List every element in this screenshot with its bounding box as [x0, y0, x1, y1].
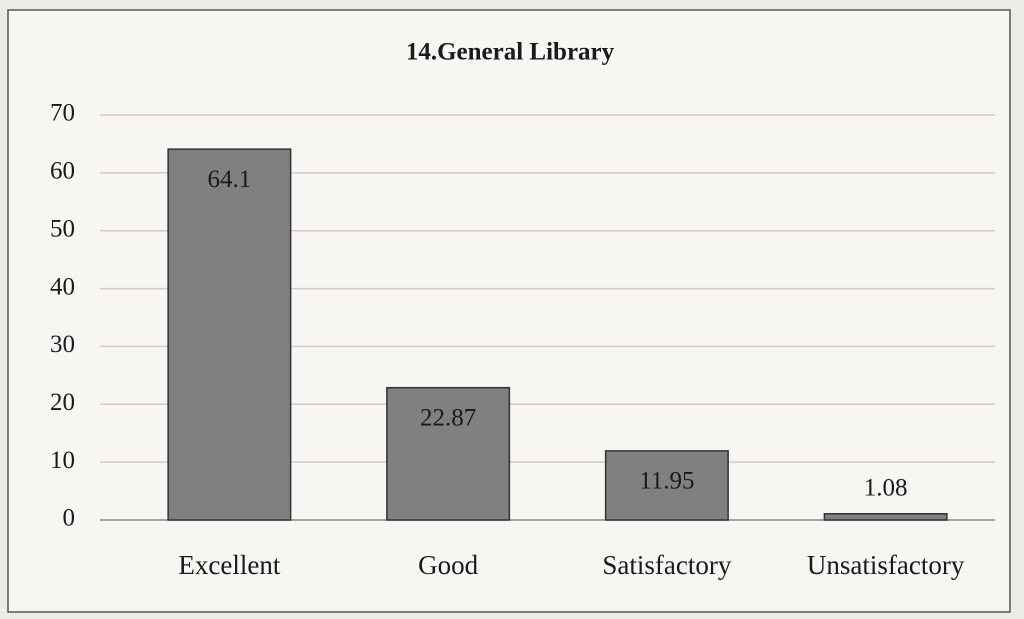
y-tick-label: 50: [50, 215, 75, 242]
y-tick-label: 70: [50, 100, 75, 127]
y-tick-label: 60: [50, 158, 75, 185]
y-tick-label: 40: [50, 273, 75, 300]
bar: [604, 450, 729, 521]
chart-frame: [7, 9, 1011, 613]
data-label: 22.87: [420, 404, 476, 431]
x-tick-label: Unsatisfactory: [807, 550, 965, 580]
data-label: 64.1: [208, 166, 252, 193]
data-label: 1.08: [864, 474, 908, 501]
y-tick-label: 30: [50, 331, 75, 358]
data-label: 11.95: [639, 468, 694, 495]
x-tick-label: Excellent: [178, 550, 280, 580]
y-tick-label: 10: [50, 447, 75, 474]
bar: [386, 386, 511, 521]
x-tick-label: Good: [418, 550, 478, 580]
y-tick-label: 20: [50, 389, 75, 416]
bar: [167, 148, 292, 521]
x-tick-label: Satisfactory: [602, 550, 731, 580]
chart-title: 14.General Library: [406, 39, 615, 66]
bar: [823, 513, 948, 521]
y-tick-label: 0: [63, 505, 76, 532]
